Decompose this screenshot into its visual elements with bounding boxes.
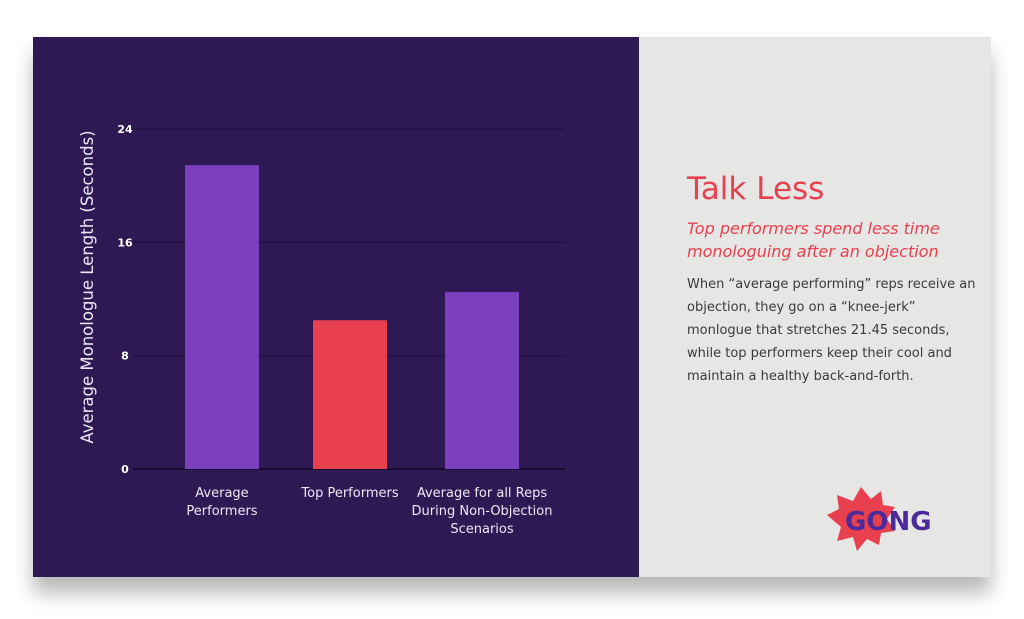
body-paragraph: When “average performing” reps receive a… xyxy=(687,277,976,384)
y-tick-label: 8 xyxy=(121,350,129,363)
x-tick-label: Top Performers xyxy=(300,486,398,501)
text-panel: Talk Less Top performers spend less time… xyxy=(639,37,991,577)
y-tick-label: 24 xyxy=(117,123,133,136)
logo-burst-shape xyxy=(827,487,895,551)
chart-panel: 0 8 16 24 Average Performers Top Performers Av… xyxy=(33,37,639,577)
y-axis-label: Average Monologue Length (Seconds) xyxy=(78,130,97,443)
bars xyxy=(185,165,519,469)
bar xyxy=(445,291,519,469)
slide-card: 0 8 16 24 Average Performers Top Performers Av… xyxy=(33,37,991,577)
y-tick-label: 16 xyxy=(117,236,133,249)
gong-logo: GONG xyxy=(827,487,932,551)
x-tick-labels: Average Performers Top Performers Average f… xyxy=(186,486,552,537)
y-tick-label: 0 xyxy=(121,463,129,476)
x-tick-label: Average Performers xyxy=(186,486,257,519)
x-tick-label: Average for all Reps During Non-Objection… xyxy=(412,486,553,537)
bar xyxy=(185,165,259,469)
logo-text-go: GONG xyxy=(845,507,932,537)
bar xyxy=(313,320,387,469)
subtitle: Top performers spend less time monologui… xyxy=(687,219,940,261)
y-tick-labels: 0 8 16 24 xyxy=(117,123,133,476)
page-title: Talk Less xyxy=(687,171,825,207)
